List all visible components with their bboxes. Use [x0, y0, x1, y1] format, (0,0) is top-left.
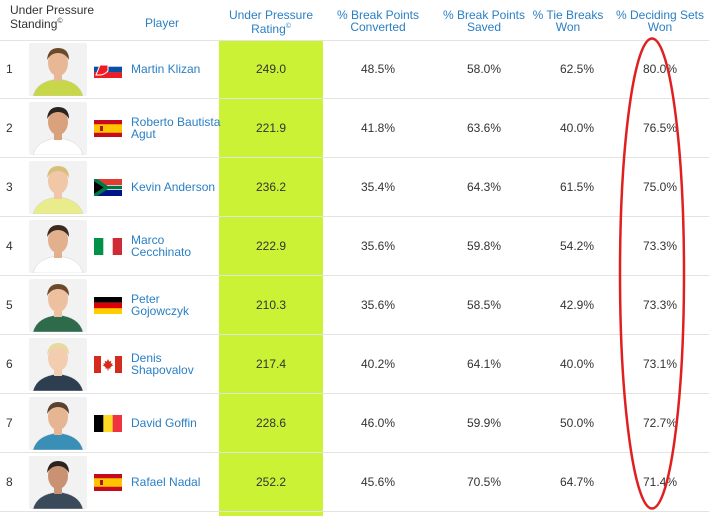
tiebreaks-cell: 40.0% — [559, 357, 595, 371]
spain-flag — [94, 474, 122, 491]
player-photo[interactable] — [29, 456, 87, 509]
header-rating[interactable]: Under Pressure Rating© — [228, 8, 314, 36]
rank-cell: 5 — [6, 298, 13, 312]
rank-cell: 8 — [6, 475, 13, 489]
player-name-link[interactable]: Marco Cecchinato — [131, 233, 192, 259]
tiebreaks-cell: 62.5% — [559, 62, 595, 76]
rating-cell: 249.0 — [255, 62, 287, 76]
bp-converted-cell: 48.5% — [360, 62, 396, 76]
bp-converted-cell: 35.6% — [360, 239, 396, 253]
player-name-link[interactable]: Kevin Anderson — [131, 180, 216, 194]
slovakia-flag — [94, 61, 122, 78]
rank-cell: 1 — [6, 62, 13, 76]
bp-saved-cell: 59.8% — [466, 239, 502, 253]
bp-converted-cell: 41.8% — [360, 121, 396, 135]
bp-converted-cell: 35.6% — [360, 298, 396, 312]
rank-cell: 7 — [6, 416, 13, 430]
player-photo[interactable] — [29, 338, 87, 391]
table-header: Under Pressure Standing© Player Under Pr… — [0, 0, 709, 41]
deciding-sets-cell: 80.0% — [642, 62, 678, 76]
player-name-link[interactable]: Peter Gojowczyk — [131, 292, 190, 318]
rating-cell: 217.4 — [255, 357, 287, 371]
header-bp-converted[interactable]: % Break Points Converted — [336, 8, 420, 34]
player-photo[interactable] — [29, 397, 87, 450]
bp-saved-cell: 63.6% — [466, 121, 502, 135]
spain-flag — [94, 120, 122, 137]
tiebreaks-cell: 50.0% — [559, 416, 595, 430]
bp-saved-cell: 58.5% — [466, 298, 502, 312]
player-name-link[interactable]: Denis Shapovalov — [131, 351, 194, 377]
south-africa-flag — [94, 179, 122, 196]
table-row[interactable]: 3 Kevin Anderson 236.2 35.4% 64.3% 61.5% 75.0% — [0, 158, 709, 217]
bp-saved-cell: 64.3% — [466, 180, 502, 194]
deciding-sets-cell: 72.7% — [642, 416, 678, 430]
table-row[interactable]: 8 Rafael Nadal 252.2 45.6% 70.5% 64.7% 71.4% — [0, 453, 709, 512]
player-photo[interactable] — [29, 43, 87, 96]
tiebreaks-cell: 42.9% — [559, 298, 595, 312]
tiebreaks-cell: 64.7% — [559, 475, 595, 489]
player-photo[interactable] — [29, 161, 87, 214]
tiebreaks-cell: 61.5% — [559, 180, 595, 194]
player-photo[interactable] — [29, 220, 87, 273]
bp-saved-cell: 58.0% — [466, 62, 502, 76]
rating-cell: 210.3 — [255, 298, 287, 312]
header-player[interactable]: Player — [144, 16, 179, 30]
header-bp-saved[interactable]: % Break Points Saved — [442, 8, 526, 34]
table-row[interactable]: 4 Marco Cecchinato 222.9 35.6% 59.8% 54.2% 73.… — [0, 217, 709, 276]
deciding-sets-cell: 73.3% — [642, 298, 678, 312]
tiebreaks-cell: 54.2% — [559, 239, 595, 253]
player-photo[interactable] — [29, 102, 87, 155]
canada-flag — [94, 356, 122, 373]
rank-cell: 6 — [6, 357, 13, 371]
table-row[interactable]: 2 Roberto Bautista Agut 221.9 41.8% 63.6% 40.… — [0, 99, 709, 158]
italy-flag — [94, 238, 122, 255]
rank-cell: 4 — [6, 239, 13, 253]
bp-converted-cell: 35.4% — [360, 180, 396, 194]
table-row[interactable]: 5 Peter Gojowczyk 210.3 35.6% 58.5% 42.9% 73.3… — [0, 276, 709, 335]
table-row[interactable]: 1 Martin Klizan 249.0 48.5% 58.0% 62.5% 80.0% — [0, 40, 709, 99]
player-photo[interactable] — [29, 279, 87, 332]
header-standing[interactable]: Under Pressure Standing© — [10, 3, 95, 31]
tiebreaks-cell: 40.0% — [559, 121, 595, 135]
bp-saved-cell: 64.1% — [466, 357, 502, 371]
player-name-link[interactable]: Roberto Bautista Agut — [131, 115, 221, 141]
player-name-link[interactable]: David Goffin — [131, 416, 197, 430]
belgium-flag — [94, 415, 122, 432]
rating-cell: 228.6 — [255, 416, 287, 430]
deciding-sets-cell: 76.5% — [642, 121, 678, 135]
rating-cell: 221.9 — [255, 121, 287, 135]
table-row[interactable]: 7 David Goffin 228.6 46.0% 59.9% 50.0% 72.7% — [0, 394, 709, 453]
rank-cell: 2 — [6, 121, 13, 135]
rating-cell: 222.9 — [255, 239, 287, 253]
player-name-link[interactable]: Martin Klizan — [131, 62, 201, 76]
deciding-sets-cell: 73.3% — [642, 239, 678, 253]
bp-converted-cell: 46.0% — [360, 416, 396, 430]
rating-cell: 252.2 — [255, 475, 287, 489]
bp-converted-cell: 45.6% — [360, 475, 396, 489]
rating-column-highlight — [219, 40, 323, 516]
rank-cell: 3 — [6, 180, 13, 194]
deciding-sets-cell: 73.1% — [642, 357, 678, 371]
rating-cell: 236.2 — [255, 180, 287, 194]
player-name-link[interactable]: Rafael Nadal — [131, 475, 201, 489]
deciding-sets-cell: 71.4% — [642, 475, 678, 489]
header-deciding-sets[interactable]: % Deciding Sets Won — [615, 8, 705, 34]
germany-flag — [94, 297, 122, 314]
table-row[interactable]: 6 Denis Shapovalov 217.4 40.2% 64.1% 40.0% 73.… — [0, 335, 709, 394]
bp-converted-cell: 40.2% — [360, 357, 396, 371]
header-tiebreaks[interactable]: % Tie Breaks Won — [532, 8, 604, 34]
deciding-sets-cell: 75.0% — [642, 180, 678, 194]
bp-saved-cell: 59.9% — [466, 416, 502, 430]
bp-saved-cell: 70.5% — [466, 475, 502, 489]
